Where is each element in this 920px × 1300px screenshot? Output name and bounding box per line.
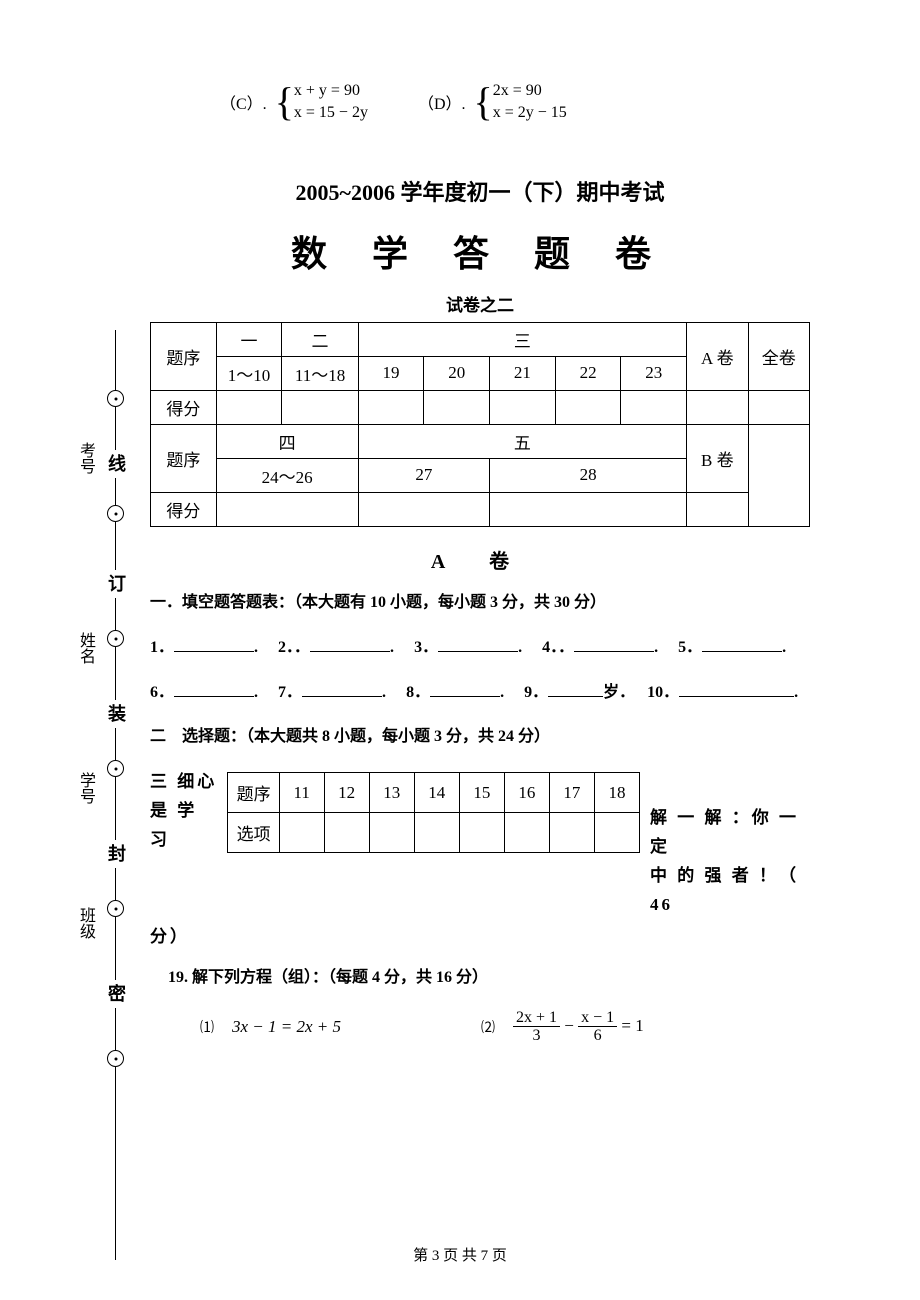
score-blank	[687, 390, 748, 424]
option-c: （C）. { x + y = 90 x = 15 − 2y	[220, 80, 368, 125]
paper-subtitle: 试卷之二	[150, 291, 810, 316]
fill-blank-row2: 6．. 7．. 8．. 9．岁． 10．.	[150, 675, 810, 710]
score-cell: 27	[358, 458, 489, 492]
option-c-eq1: x + y = 90	[294, 80, 368, 102]
q19-equations: ⑴ 3x − 1 = 2x + 5 ⑵ 2x + 13 − x − 16 = 1	[200, 1009, 810, 1045]
choice-col: 16	[504, 773, 549, 813]
choice-blank	[324, 813, 369, 853]
score-cell: B 卷	[687, 424, 748, 492]
choice-blank	[459, 813, 504, 853]
score-cell: 28	[490, 458, 687, 492]
q19-part2: ⑵ 2x + 13 − x − 16 = 1	[481, 1009, 644, 1045]
score-blank	[358, 390, 424, 424]
score-blank	[490, 492, 687, 526]
section3-text-r1: 解 一 解 ：你 一 定	[650, 808, 799, 856]
score-blank	[555, 390, 621, 424]
score-cell: 19	[358, 356, 424, 390]
choice-col: 14	[414, 773, 459, 813]
section-a-title: A 卷	[150, 545, 810, 574]
option-c-eq2: x = 15 − 2y	[294, 102, 368, 124]
score-blank	[216, 390, 282, 424]
page-footer: 第 3 页 共 7 页	[0, 1244, 920, 1265]
score-cell: 四	[216, 424, 358, 458]
option-d-eq2: x = 2y − 15	[493, 102, 567, 124]
score-cell: 11～18	[282, 356, 358, 390]
score-hdr: 题序	[151, 424, 217, 492]
section3-layout: 三 细心 是 学 习 题序 11 12 13 14 15 16 17 18 选项	[150, 764, 810, 920]
score-hdr: 得分	[151, 390, 217, 424]
page-content: （C）. { x + y = 90 x = 15 − 2y （D）. { 2x …	[0, 0, 920, 1300]
fill-blank-row1: 1．. 2．．. 3．. 4．．. 5．.	[150, 630, 810, 665]
section3-text-c: 分）	[150, 922, 810, 947]
score-blank	[424, 390, 490, 424]
choice-col: 18	[594, 773, 639, 813]
score-hdr: 得分	[151, 492, 217, 526]
option-d: （D）. { 2x = 90 x = 2y − 15	[418, 80, 567, 125]
score-table: 题序 一 二 三 A 卷 全卷 1～10 11～18 19 20 21 22 2…	[150, 322, 810, 527]
score-cell: 23	[621, 356, 687, 390]
choice-blank	[414, 813, 459, 853]
choice-blank	[549, 813, 594, 853]
score-cell: 21	[490, 356, 556, 390]
section3-text-r2: 中 的 强 者 ！（ 46	[650, 866, 799, 914]
choice-blank	[504, 813, 549, 853]
option-d-eq1: 2x = 90	[493, 80, 567, 102]
q19-p2-label: ⑵	[481, 1017, 495, 1037]
choice-hdr: 题序	[228, 773, 279, 813]
q19-p2-eq: 2x + 13 − x − 16 = 1	[513, 1009, 644, 1045]
option-c-label: （C）.	[220, 90, 267, 114]
q19-p1-label: ⑴	[200, 1017, 214, 1037]
score-blank	[490, 390, 556, 424]
score-hdr: 题序	[151, 322, 217, 390]
section1-heading: 一．填空题答题表：（本大题有 10 小题，每小题 3 分，共 30 分）	[150, 588, 810, 612]
score-cell: 1～10	[216, 356, 282, 390]
choice-blank	[369, 813, 414, 853]
score-cell: 五	[358, 424, 686, 458]
score-blank	[748, 390, 809, 424]
score-cell: 全卷	[748, 322, 809, 390]
choice-col: 12	[324, 773, 369, 813]
score-blank	[748, 424, 809, 526]
choice-blank	[279, 813, 324, 853]
section3-text-b: 是 学 习	[150, 801, 197, 849]
left-brace-icon: {	[474, 82, 493, 122]
score-blank	[358, 492, 489, 526]
q19-p1-eq: 3x − 1 = 2x + 5	[232, 1017, 341, 1037]
score-cell: 三	[358, 322, 686, 356]
q19-part1: ⑴ 3x − 1 = 2x + 5	[200, 1017, 341, 1037]
choice-hdr: 选项	[228, 813, 279, 853]
score-cell: A 卷	[687, 322, 748, 390]
score-cell: 一	[216, 322, 282, 356]
q19-heading: 19. 解下列方程（组）：（每题 4 分，共 16 分）	[168, 963, 810, 987]
option-d-label: （D）.	[418, 90, 466, 114]
choice-col: 13	[369, 773, 414, 813]
choice-col: 17	[549, 773, 594, 813]
score-cell: 20	[424, 356, 490, 390]
section2-heading: 二 选择题：（本大题共 8 小题，每小题 3 分，共 24 分）	[150, 722, 810, 746]
exam-title: 2005~2006 学年度初一（下）期中考试	[150, 175, 810, 207]
choice-table: 题序 11 12 13 14 15 16 17 18 选项	[227, 772, 640, 853]
left-brace-icon: {	[275, 82, 294, 122]
score-cell: 二	[282, 322, 358, 356]
answer-sheet-title: 数 学 答 题 卷	[150, 225, 810, 277]
score-cell: 22	[555, 356, 621, 390]
section3-text-a: 三 细心	[150, 772, 217, 791]
answer-options: （C）. { x + y = 90 x = 15 − 2y （D）. { 2x …	[220, 80, 810, 125]
score-blank	[282, 390, 358, 424]
choice-col: 15	[459, 773, 504, 813]
score-blank	[621, 390, 687, 424]
score-blank	[216, 492, 358, 526]
choice-col: 11	[279, 773, 324, 813]
score-blank	[687, 492, 748, 526]
score-cell: 24～26	[216, 458, 358, 492]
choice-blank	[594, 813, 639, 853]
